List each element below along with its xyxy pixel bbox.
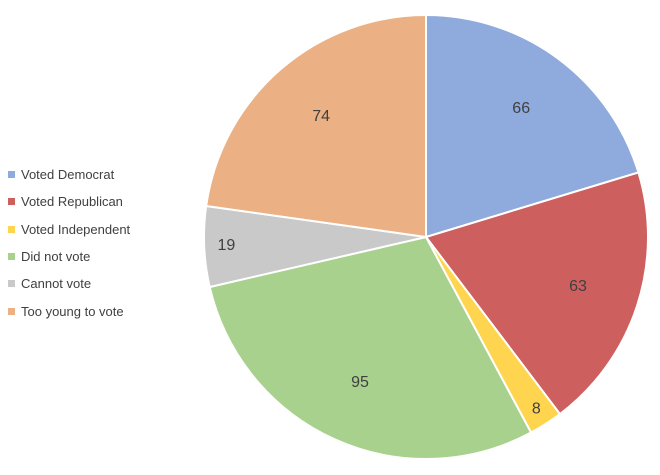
data-label-too-young-to-vote: 74 [312,108,330,125]
legend-swatch [8,307,15,315]
legend-label: Cannot vote [21,276,92,292]
legend-label: Voted Democrat [21,167,115,183]
legend-swatch [8,253,15,261]
pie-slice-voted-democrat [425,13,640,239]
pie-slice-voted-republican [424,171,649,416]
pie-slice-did-not-vote [208,235,533,460]
data-label-cannot-vote: 19 [217,237,235,254]
legend-item-cannot-vote: Cannot vote [8,270,130,297]
legend-swatch [8,171,15,179]
legend-item-did-not-vote: Did not vote [8,243,130,270]
legend-item-voted-democrat: Voted Democrat [8,161,130,188]
legend-swatch [8,225,15,233]
pie-slice-too-young-to-vote [205,13,427,239]
legend: Voted Democrat Voted Republican Voted Inde… [8,161,130,325]
legend-label: Voted Independent [21,221,131,237]
legend-label: Did not vote [21,249,91,265]
legend-swatch [8,280,15,288]
legend-label: Too young to vote [21,303,124,319]
legend-label: Voted Republican [21,194,123,210]
data-label-voted-republican: 63 [569,278,587,295]
legend-item-voted-republican: Voted Republican [8,188,130,215]
legend-item-too-young-to-vote: Too young to vote [8,297,130,324]
data-label-voted-democrat: 66 [512,100,530,117]
data-label-voted-independent: 8 [532,400,541,417]
legend-item-voted-independent: Voted Independent [8,216,130,243]
legend-swatch [8,198,15,206]
data-label-did-not-vote: 95 [351,374,369,391]
